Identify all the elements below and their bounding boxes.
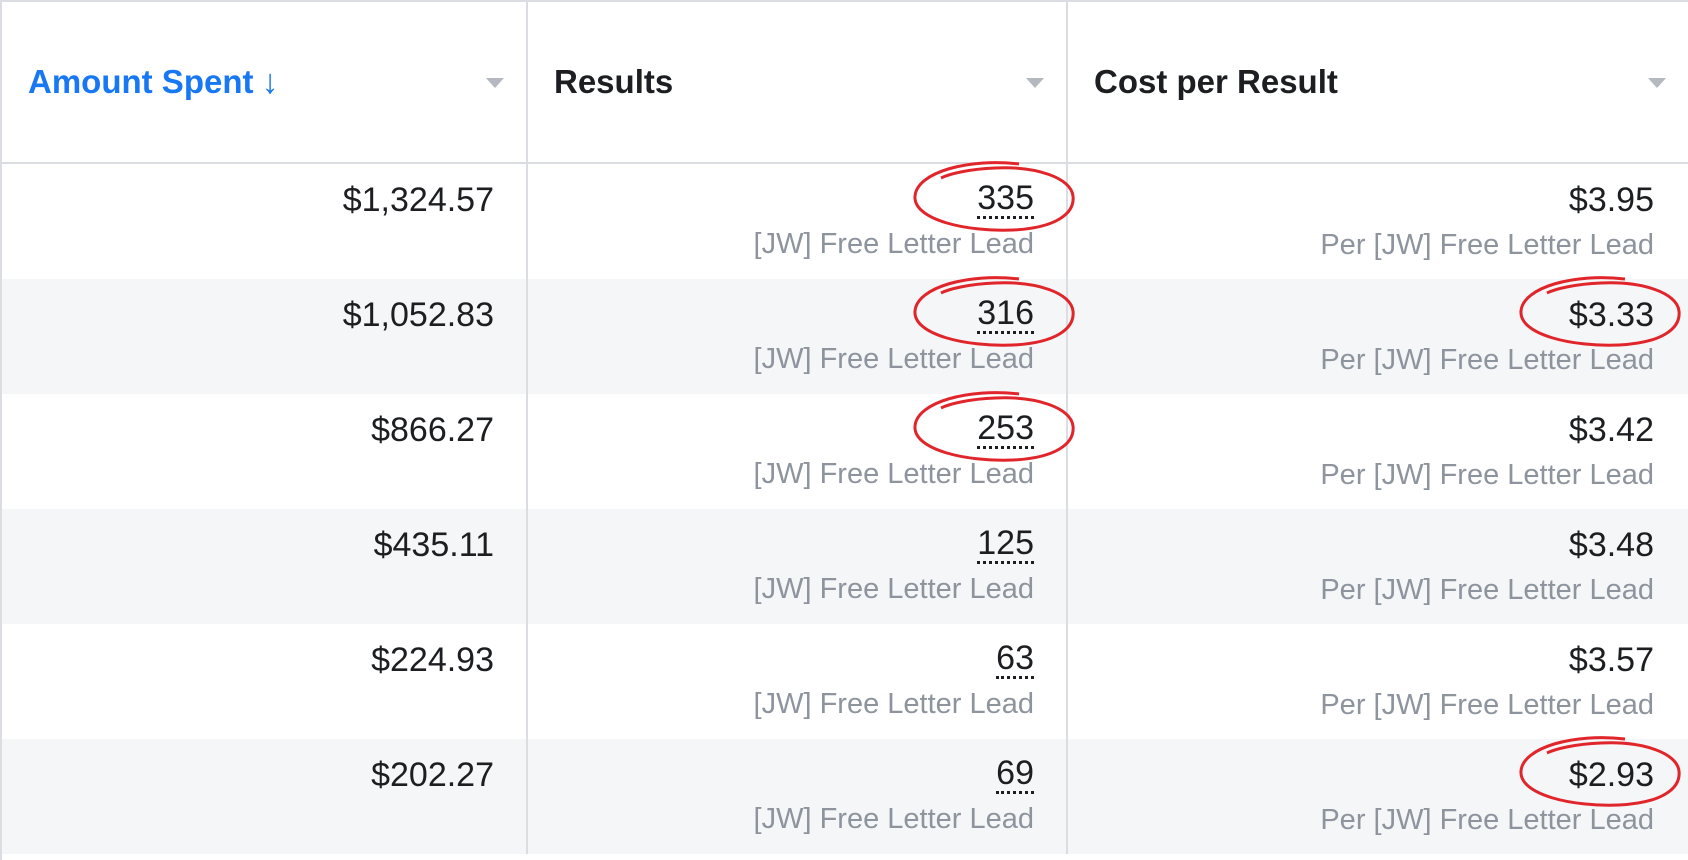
results-cell: 335 [JW] Free Letter Lead: [528, 161, 1075, 279]
header-results-label: Results: [554, 63, 674, 100]
result-type-label: [JW] Free Letter Lead: [753, 803, 1034, 835]
table-row: $1,324.57 335 [JW] Free Letter Lead $3.9…: [2, 161, 1688, 279]
header-cost-per-result[interactable]: Cost per Result: [1068, 2, 1688, 162]
results-number: 335: [977, 179, 1034, 217]
cost-per-result-value: $3.48: [1568, 526, 1654, 564]
table-header: Amount Spent ↓ Results Cost per Result: [2, 2, 1688, 164]
cost-per-result-value: $3.42: [1568, 411, 1654, 449]
cost-per-result-cell: $3.33 Per [JW] Free Letter Lead: [1068, 276, 1688, 394]
cost-type-label: Per [JW] Free Letter Lead: [1320, 229, 1654, 261]
table-row: $224.93 63 [JW] Free Letter Lead $3.57 P…: [2, 624, 1688, 739]
cost-per-result-cell: $3.48 Per [JW] Free Letter Lead: [1068, 509, 1688, 624]
cost-per-result-value: $3.33: [1519, 276, 1681, 347]
table-row: $202.27 69 [JW] Free Letter Lead $2.93 P…: [2, 736, 1688, 854]
cost-per-result-cell: $3.57 Per [JW] Free Letter Lead: [1068, 624, 1688, 739]
results-value[interactable]: 125: [977, 524, 1034, 564]
amount-spent-cell: $202.27: [2, 739, 528, 854]
amount-spent-value: $435.11: [373, 526, 494, 564]
header-amount-spent-label: Amount Spent: [28, 63, 254, 100]
results-cell: 253 [JW] Free Letter Lead: [528, 391, 1075, 509]
results-cell: 316 [JW] Free Letter Lead: [528, 276, 1075, 394]
result-type-label: [JW] Free Letter Lead: [753, 688, 1034, 720]
cost-type-label: Per [JW] Free Letter Lead: [1320, 344, 1654, 376]
cost-per-result-cell: $2.93 Per [JW] Free Letter Lead: [1068, 736, 1688, 854]
result-type-label: [JW] Free Letter Lead: [753, 343, 1034, 375]
amount-spent-value: $224.93: [371, 641, 494, 679]
results-cell: 63 [JW] Free Letter Lead: [528, 624, 1068, 739]
cost-per-result-number: $3.33: [1568, 296, 1654, 334]
amount-spent-cell: $866.27: [2, 394, 528, 509]
column-menu-caret-icon[interactable]: [1648, 78, 1666, 88]
result-type-label: [JW] Free Letter Lead: [753, 458, 1034, 490]
results-value[interactable]: 69: [996, 754, 1034, 794]
cost-per-result-value: $3.57: [1568, 641, 1654, 679]
amount-spent-cell: $224.93: [2, 624, 528, 739]
results-number: 316: [977, 294, 1034, 332]
sort-descending-icon: ↓: [261, 63, 279, 101]
results-value[interactable]: 335: [913, 161, 1075, 232]
table-row: $1,052.83 316 [JW] Free Letter Lead $3.3…: [2, 276, 1688, 394]
amount-spent-value: $866.27: [371, 411, 494, 449]
cost-per-result-value: $3.95: [1568, 181, 1654, 219]
results-value[interactable]: 63: [996, 639, 1034, 679]
cost-per-result-cell: $3.42 Per [JW] Free Letter Lead: [1068, 394, 1688, 509]
column-menu-caret-icon[interactable]: [1026, 78, 1044, 88]
results-cell: 125 [JW] Free Letter Lead: [528, 509, 1068, 624]
results-value[interactable]: 253: [913, 391, 1075, 462]
cost-per-result-number: $2.93: [1568, 756, 1654, 794]
results-value[interactable]: 316: [913, 276, 1075, 347]
amount-spent-cell: $435.11: [2, 509, 528, 624]
cost-type-label: Per [JW] Free Letter Lead: [1320, 574, 1654, 606]
table-body: $1,324.57 335 [JW] Free Letter Lead $3.9…: [2, 161, 1688, 854]
result-type-label: [JW] Free Letter Lead: [753, 573, 1034, 605]
cost-type-label: Per [JW] Free Letter Lead: [1320, 459, 1654, 491]
cost-per-result-value: $2.93: [1519, 736, 1681, 807]
amount-spent-value: $1,324.57: [342, 181, 494, 219]
cost-type-label: Per [JW] Free Letter Lead: [1320, 804, 1654, 836]
results-cell: 69 [JW] Free Letter Lead: [528, 739, 1068, 854]
cost-per-result-cell: $3.95 Per [JW] Free Letter Lead: [1068, 164, 1688, 279]
cost-type-label: Per [JW] Free Letter Lead: [1320, 689, 1654, 721]
amount-spent-cell: $1,052.83: [2, 279, 528, 394]
table-row: $435.11 125 [JW] Free Letter Lead $3.48 …: [2, 509, 1688, 624]
amount-spent-value: $202.27: [371, 756, 494, 794]
result-type-label: [JW] Free Letter Lead: [753, 228, 1034, 260]
table-row: $866.27 253 [JW] Free Letter Lead $3.42 …: [2, 391, 1688, 509]
header-amount-spent[interactable]: Amount Spent ↓: [2, 2, 528, 162]
results-number: 253: [977, 409, 1034, 447]
header-cost-per-result-label: Cost per Result: [1094, 63, 1338, 100]
header-results[interactable]: Results: [528, 2, 1068, 162]
amount-spent-cell: $1,324.57: [2, 164, 528, 279]
column-menu-caret-icon[interactable]: [486, 78, 504, 88]
amount-spent-value: $1,052.83: [342, 296, 494, 334]
